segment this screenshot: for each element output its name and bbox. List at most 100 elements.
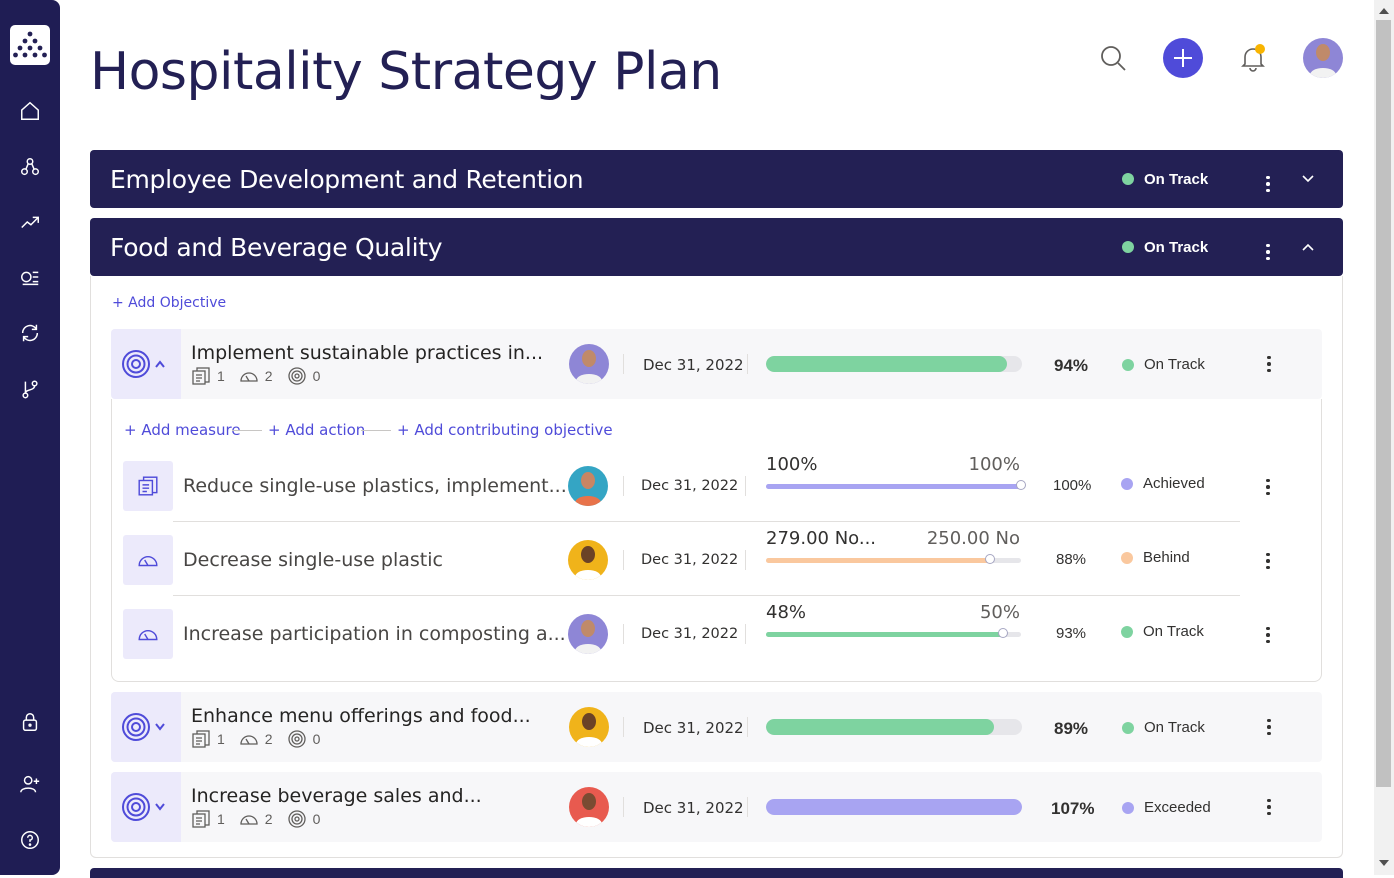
divider [747, 717, 748, 737]
owner-avatar[interactable] [569, 344, 609, 384]
add-measure-link[interactable]: + Add measure [124, 421, 241, 439]
status-badge: Exceeded [1122, 799, 1211, 816]
objective-icon-box[interactable] [111, 772, 181, 842]
more-icon[interactable] [1258, 623, 1278, 647]
objective-icon-box[interactable] [111, 692, 181, 762]
status-badge: Behind [1121, 549, 1190, 566]
section-title: Food and Beverage Quality [110, 232, 443, 262]
link-separator [232, 430, 262, 431]
add-button[interactable] [1163, 38, 1203, 78]
status-label: On Track [1143, 623, 1204, 640]
status-badge: On Track [1122, 356, 1205, 373]
branch-icon[interactable] [18, 377, 42, 401]
divider [623, 797, 624, 817]
chevron-down-icon[interactable] [1300, 171, 1316, 187]
more-icon[interactable] [1259, 715, 1279, 739]
objective-meta: 1 2 0 [191, 366, 334, 386]
trend-icon[interactable] [18, 210, 42, 234]
objective-meta: 1 2 0 [191, 729, 334, 749]
action-count: 2 [264, 731, 273, 747]
measure-progress-fill [766, 558, 991, 563]
objective-title[interactable]: Implement sustainable practices in... [191, 342, 544, 364]
add-contributing-objective-link[interactable]: + Add contributing objective [397, 421, 613, 439]
section-header-employee[interactable]: Employee Development and Retention On Tr… [90, 150, 1343, 208]
measure-row[interactable]: Reduce single-use plastics, implement...… [123, 448, 1270, 522]
chevron-up-icon[interactable] [1300, 239, 1316, 255]
search-icon[interactable] [1093, 38, 1133, 78]
divider [623, 717, 624, 737]
add-user-icon[interactable] [18, 772, 42, 796]
status-badge: On Track [1121, 623, 1204, 640]
hierarchy-icon[interactable] [18, 155, 42, 179]
lock-icon[interactable] [18, 710, 42, 734]
page-title: Hospitality Strategy Plan [90, 42, 722, 102]
status-dot [1122, 358, 1134, 371]
divider [623, 354, 624, 374]
add-objective-link[interactable]: + Add Objective [112, 295, 227, 311]
target-small-icon [287, 367, 306, 385]
objective-icon-box[interactable] [111, 329, 181, 399]
progress-fill [766, 799, 1022, 815]
current-value: 279.00 No... [766, 528, 877, 549]
next-section-header[interactable] [90, 868, 1343, 878]
target-value: 50% [979, 602, 1020, 623]
home-icon[interactable] [18, 99, 42, 123]
objective-title[interactable]: Enhance menu offerings and food... [191, 705, 531, 727]
bell-icon[interactable] [1233, 38, 1273, 78]
owner-avatar[interactable] [568, 540, 608, 580]
measure-row[interactable]: Increase participation in composting a..… [123, 596, 1270, 670]
status-dot [1122, 241, 1134, 253]
objective-row[interactable]: Enhance menu offerings and food... 1 2 0… [111, 692, 1322, 762]
measure-percent: 93% [1056, 625, 1087, 642]
owner-avatar[interactable] [569, 707, 609, 747]
status-label: Behind [1143, 549, 1190, 566]
progress-fill [766, 719, 994, 735]
row-divider [173, 595, 1240, 596]
status-label: Exceeded [1144, 799, 1211, 816]
more-icon[interactable] [1259, 352, 1279, 376]
objective-row[interactable]: Increase beverage sales and... 1 2 0 Dec… [111, 772, 1322, 842]
more-icon[interactable] [1258, 549, 1278, 573]
add-action-link[interactable]: + Add action [268, 421, 366, 439]
section-header-food[interactable]: Food and Beverage Quality On Track [90, 218, 1343, 276]
gauge-icon [240, 815, 258, 825]
more-icon[interactable] [1258, 172, 1278, 196]
owner-avatar[interactable] [568, 614, 608, 654]
measure-icon-box [123, 461, 173, 511]
objective-details [111, 399, 1322, 682]
measure-title[interactable]: Decrease single-use plastic [183, 549, 443, 571]
objective-row[interactable]: Implement sustainable practices in... 1 … [111, 329, 1322, 399]
status-label: On Track [1144, 356, 1205, 373]
measure-title[interactable]: Reduce single-use plastics, implement... [183, 475, 567, 497]
measure-icon-box [123, 535, 173, 585]
measure-progress-fill [766, 632, 1004, 637]
sync-icon[interactable] [18, 321, 42, 345]
status-label: On Track [1144, 719, 1205, 736]
scroll-down-arrow[interactable] [1379, 860, 1389, 866]
more-icon[interactable] [1259, 795, 1279, 819]
scroll-up-arrow[interactable] [1379, 8, 1389, 14]
objective-title[interactable]: Increase beverage sales and... [191, 785, 482, 807]
divider [745, 476, 746, 496]
scrollbar-thumb[interactable] [1376, 20, 1391, 787]
user-avatar[interactable] [1303, 38, 1343, 78]
progress-percent: 94% [1054, 356, 1089, 375]
due-date: Dec 31, 2022 [643, 356, 744, 374]
help-icon[interactable] [18, 828, 42, 852]
document-icon [192, 367, 210, 385]
logo-icon[interactable] [10, 25, 50, 65]
measure-count: 1 [217, 811, 225, 827]
progress-bar [766, 799, 1022, 815]
target-icon [122, 793, 165, 821]
progress-bar [766, 356, 1022, 372]
more-icon[interactable] [1258, 240, 1278, 264]
more-icon[interactable] [1258, 475, 1278, 499]
gauge-icon [138, 555, 158, 567]
owner-avatar[interactable] [568, 466, 608, 506]
owner-avatar[interactable] [569, 787, 609, 827]
section-panel [90, 276, 1343, 858]
status-dot [1122, 801, 1134, 814]
measure-row[interactable]: Decrease single-use plastic Dec 31, 2022… [123, 522, 1270, 596]
list-icon[interactable] [18, 265, 42, 289]
measure-title[interactable]: Increase participation in composting a..… [183, 623, 566, 645]
